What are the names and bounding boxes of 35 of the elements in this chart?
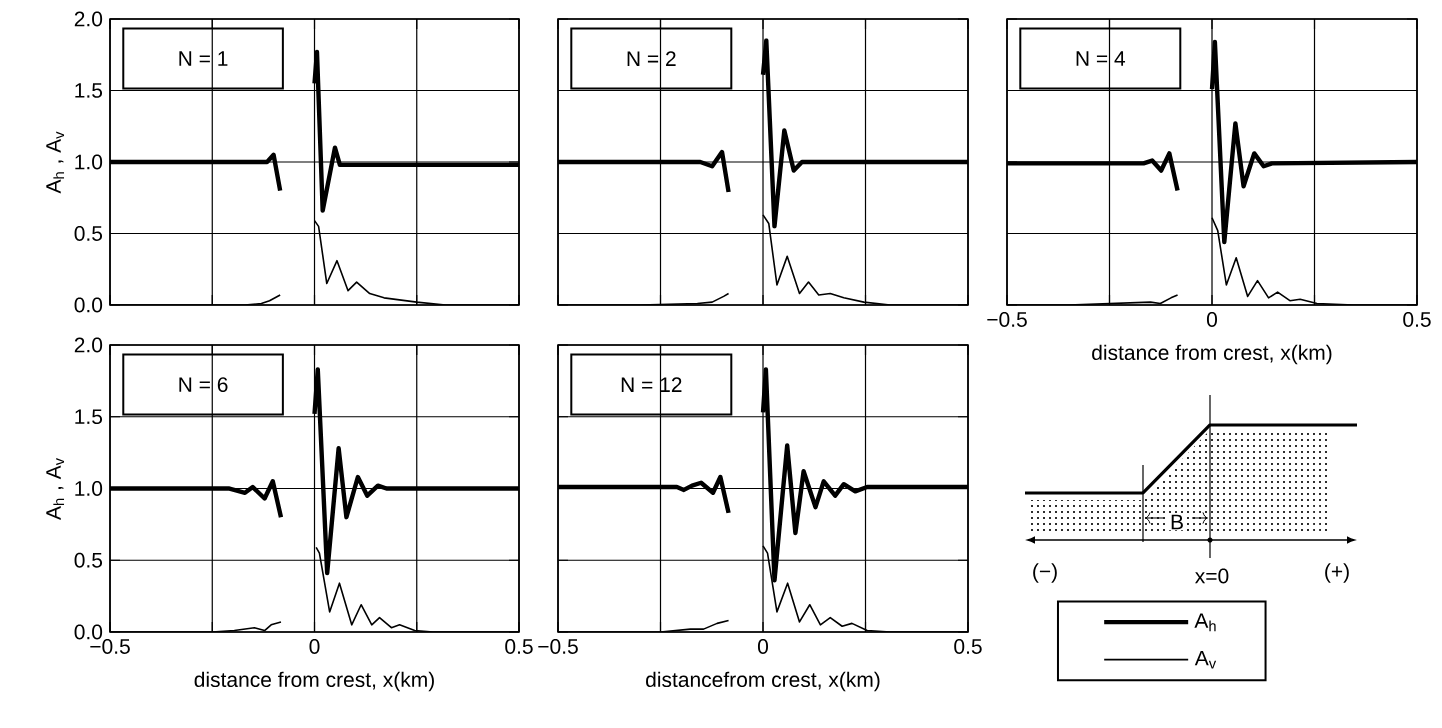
x-tick-label: 0.5 — [1403, 312, 1431, 327]
x-tick-label: 0 — [757, 639, 769, 654]
y-tick-label: 1.5 — [75, 409, 103, 425]
x-tick-label: −0.5 — [90, 639, 130, 654]
text: N = 2 — [627, 51, 676, 66]
text: (−) — [1033, 563, 1057, 583]
x-tick-label: 0 — [1206, 312, 1218, 327]
x-axis-title: distance from crest, x(km) — [1092, 344, 1332, 365]
y-axis-title: A$_{h}$ , A$_{v}$ — [46, 131, 65, 194]
y-tick-label: 0.0 — [74, 624, 103, 640]
x-tick-label: −0.5 — [538, 639, 578, 654]
y-tick-label: 2.0 — [74, 11, 103, 27]
x-tick-label: 0.5 — [505, 639, 533, 654]
text: x=0 — [1195, 568, 1229, 584]
text: N = 6 — [179, 377, 228, 393]
text: N = 1 — [179, 51, 228, 66]
x-axis-title: distance from crest, x(km) — [194, 671, 434, 692]
y-tick-label: 0.5 — [74, 552, 103, 568]
y-tick-label: 1.5 — [75, 83, 103, 98]
x-tick-label: −0.5 — [987, 312, 1027, 327]
y-tick-label: 0.0 — [74, 297, 103, 313]
legend-label: A$_{h}$ — [1194, 613, 1216, 632]
text: N = 4 — [1076, 51, 1126, 66]
y-axis-title: A$_{h}$ , A$_{v}$ — [46, 458, 65, 520]
x-axis-title: distancefrom crest, x(km) — [646, 671, 880, 692]
y-tick-label: 1.0 — [75, 154, 103, 170]
y-tick-label: 2.0 — [74, 337, 103, 353]
y-tick-label: 0.5 — [74, 226, 103, 241]
text: (+) — [1325, 563, 1349, 583]
text: B — [1171, 514, 1183, 530]
x-tick-label: 0.5 — [954, 639, 982, 654]
legend-label: A$_{v}$ — [1194, 650, 1217, 669]
x-tick-label: 0 — [309, 639, 320, 654]
y-tick-label: 1.0 — [75, 481, 103, 496]
text: N = 12 — [621, 377, 682, 392]
